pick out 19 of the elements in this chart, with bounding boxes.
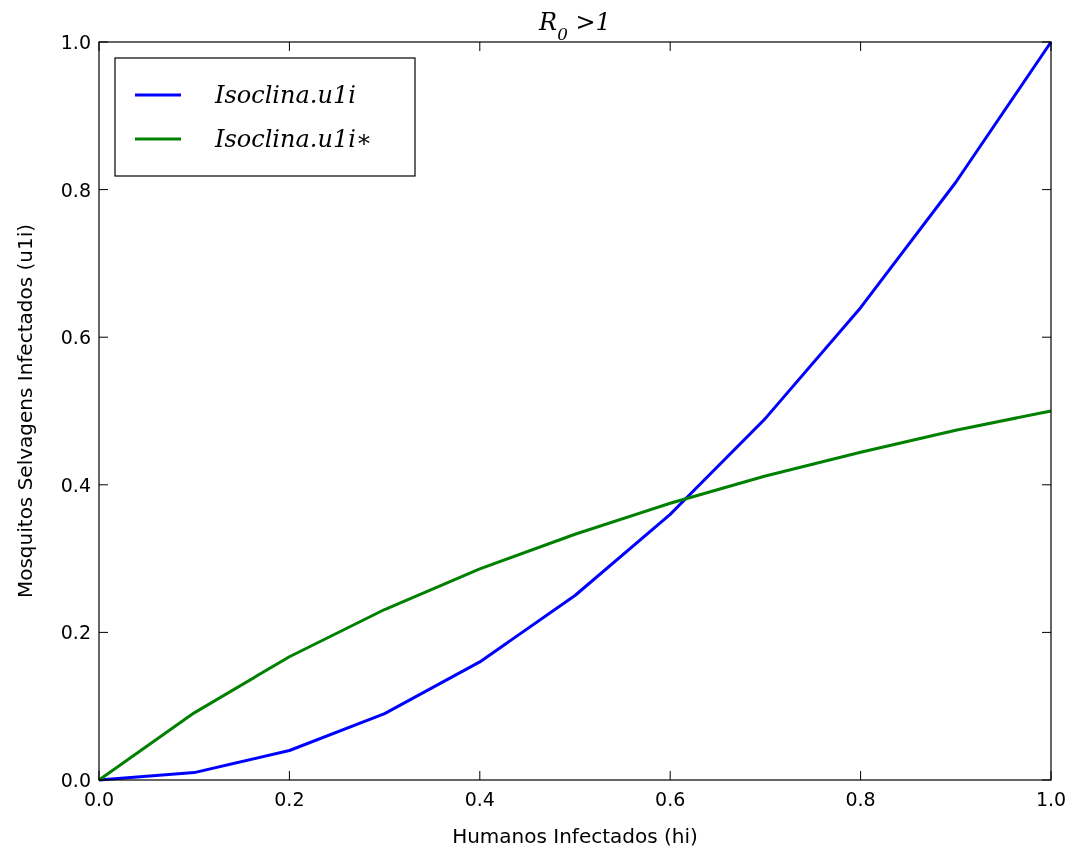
x-tick-label: 0.4 xyxy=(464,788,495,810)
legend-label: Isoclina.u1i∗ xyxy=(214,125,373,153)
x-tick-label: 0.0 xyxy=(83,788,115,810)
x-tick-label: 1.0 xyxy=(1035,788,1067,810)
legend-label: Isoclina.u1i xyxy=(214,81,356,109)
x-tick-label: 0.6 xyxy=(655,788,686,810)
y-axis-title: Mosquitos Selvagens Infectados (u1i) xyxy=(13,223,37,599)
y-tick-label: 1.0 xyxy=(60,31,91,53)
chart-title: R$_{0}$ >1 xyxy=(538,8,611,44)
y-tick-label: 0.8 xyxy=(60,178,91,201)
y-tick-label: 0.6 xyxy=(60,326,91,349)
line-series xyxy=(97,409,1053,782)
x-axis-title: Humanos Infectados (hi) xyxy=(452,824,698,848)
line-series xyxy=(97,40,1053,782)
x-tick-label: 0.2 xyxy=(274,788,305,810)
y-tick-label: 0.4 xyxy=(60,473,91,496)
x-tick-label: 0.8 xyxy=(845,788,876,810)
y-tick-label: 0.2 xyxy=(60,621,91,644)
y-tick-label: 0.0 xyxy=(60,769,91,791)
